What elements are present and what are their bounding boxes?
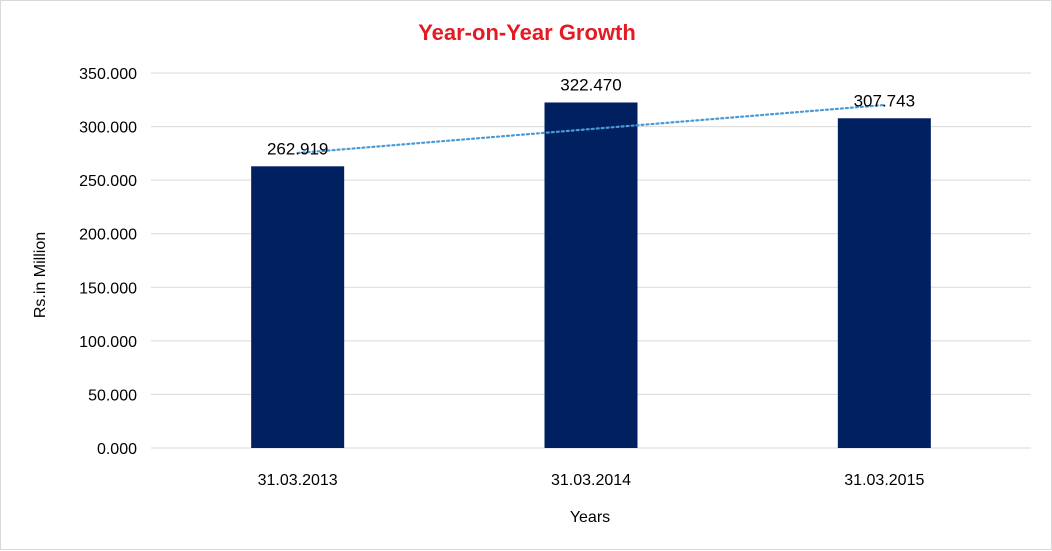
bar	[251, 166, 345, 448]
chart-title: Year-on-Year Growth	[418, 20, 636, 45]
y-tick-label: 0.000	[97, 441, 137, 458]
x-tick-label: 31.03.2013	[258, 472, 338, 489]
y-tick-label: 250.000	[79, 173, 137, 190]
bar	[544, 102, 638, 448]
y-tick-label: 200.000	[79, 227, 137, 244]
trendline	[296, 103, 886, 155]
y-tick-label: 150.000	[79, 280, 137, 297]
x-axis-title: Years	[570, 509, 610, 526]
y-axis-title: Rs.in Million	[32, 232, 49, 318]
x-tick-label: 31.03.2014	[551, 472, 631, 489]
x-tick-label: 31.03.2015	[844, 472, 924, 489]
data-label: 262.919	[267, 139, 328, 158]
y-tick-label: 300.000	[79, 120, 137, 137]
data-label: 322.470	[560, 75, 621, 94]
bar	[837, 118, 931, 448]
trendline-group	[296, 103, 886, 155]
x-axis-ticks: 31.03.2013 31.03.2014 31.03.2015	[258, 472, 925, 489]
y-axis-ticks: 0.000 50.000 100.000 150.000 200.000 250.000 3…	[79, 66, 137, 458]
data-labels: 262.919 322.470 307.743	[267, 75, 915, 158]
y-tick-label: 50.000	[88, 387, 137, 404]
bars	[251, 102, 931, 448]
data-label: 307.743	[854, 91, 915, 110]
y-tick-label: 100.000	[79, 334, 137, 351]
y-tick-label: 350.000	[79, 66, 137, 83]
